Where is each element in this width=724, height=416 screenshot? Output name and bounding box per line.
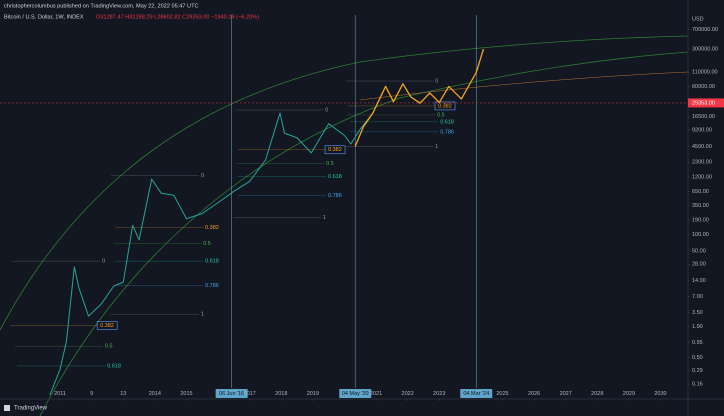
fib-box bbox=[434, 101, 456, 111]
y-tick-label: 3.50 bbox=[692, 310, 703, 316]
fib-label: 0.786 bbox=[328, 193, 342, 199]
publisher: christophercolumbus published on Trading… bbox=[4, 3, 199, 9]
y-tick-label: 50.00 bbox=[692, 248, 706, 254]
y-unit: USD bbox=[692, 16, 704, 22]
fib-label: 1 bbox=[323, 215, 326, 221]
x-tick-label: 06 Jun '16 bbox=[219, 391, 244, 397]
upper-curve bbox=[0, 35, 689, 331]
fib-label: 0.382 bbox=[205, 225, 219, 231]
fib-label: 0.618 bbox=[440, 119, 454, 125]
fib-label: 0 bbox=[201, 173, 204, 179]
fib-label: 0.382 bbox=[438, 103, 452, 109]
y-tick-label: 110000.00 bbox=[692, 70, 718, 76]
fib-label: 0.618 bbox=[107, 363, 121, 369]
y-tick-label: 190.00 bbox=[692, 217, 709, 223]
brand: TradingView bbox=[14, 406, 48, 412]
x-tick-label: 2019 bbox=[307, 391, 319, 397]
lower-curve bbox=[39, 51, 689, 416]
x-tick-label: 2017 bbox=[244, 391, 256, 397]
y-tick-label: 1.90 bbox=[692, 324, 703, 330]
x-tick-label: 2015 bbox=[180, 391, 192, 397]
fib-label: 1 bbox=[201, 312, 204, 318]
y-tick-label: 4500.00 bbox=[692, 144, 712, 150]
x-tick-label: 9 bbox=[90, 391, 93, 397]
fib-label: 0.618 bbox=[328, 174, 342, 180]
ohlc: O31287.47 H31288.29 L28602.82 C29353.00 … bbox=[96, 14, 259, 20]
brand-logo bbox=[4, 405, 10, 411]
date-marker-box bbox=[215, 389, 248, 398]
x-tick-label: 2027 bbox=[560, 391, 572, 397]
x-tick-label: 2030 bbox=[654, 391, 666, 397]
x-tick-label: 04 May '20 bbox=[342, 391, 369, 397]
y-tick-label: 0.50 bbox=[692, 355, 703, 361]
y-tick-label: 1200.00 bbox=[692, 175, 712, 181]
x-tick-label: 2021 bbox=[370, 391, 382, 397]
x-tick-label: 2022 bbox=[402, 391, 414, 397]
y-tick-label: 14.00 bbox=[692, 278, 706, 284]
y-tick-label: 300000.00 bbox=[692, 46, 718, 52]
date-marker-box bbox=[460, 389, 493, 398]
x-tick-label: 2014 bbox=[149, 391, 161, 397]
symbol-title: Bitcoin / U.S. Dollar, 1W, INDEX bbox=[4, 14, 84, 20]
last-price-tag bbox=[688, 98, 724, 108]
fib-label: 0.382 bbox=[100, 323, 114, 329]
fib-label: 0.786 bbox=[205, 283, 219, 289]
fib-label: 0.5 bbox=[203, 241, 211, 247]
fib-label: 0 bbox=[435, 78, 438, 84]
x-tick-label: 2029 bbox=[623, 391, 635, 397]
y-tick-label: 0.29 bbox=[692, 368, 703, 374]
x-tick-label: 2018 bbox=[275, 391, 287, 397]
x-tick-label: 2011 bbox=[54, 391, 66, 397]
fib-label: 1 bbox=[435, 144, 438, 150]
x-tick-label: 2025 bbox=[496, 391, 508, 397]
x-tick-label: 2026 bbox=[528, 391, 540, 397]
fib-label: 0.5 bbox=[437, 112, 445, 118]
price-line bbox=[354, 48, 485, 147]
fib-label: 0.382 bbox=[328, 147, 342, 153]
x-tick-label: 13 bbox=[120, 391, 126, 397]
y-tick-label: 16500.00 bbox=[692, 114, 715, 120]
y-tick-label: 2300.00 bbox=[692, 159, 712, 165]
fib-label: 0 bbox=[102, 259, 105, 265]
y-tick-label: 0.16 bbox=[692, 382, 703, 388]
fib-box bbox=[324, 145, 346, 155]
date-marker-box bbox=[339, 389, 372, 398]
fib-label: 0.5 bbox=[105, 344, 113, 350]
fib-label: 0 bbox=[325, 107, 328, 113]
y-tick-label: 650.00 bbox=[692, 189, 709, 195]
y-tick-label: 700000.00 bbox=[692, 27, 718, 33]
y-tick-label: 7.00 bbox=[692, 294, 703, 300]
fib-label: 0.786 bbox=[440, 129, 454, 135]
last-price-label: 29353.00 bbox=[692, 100, 715, 106]
y-tick-label: 60000.00 bbox=[692, 84, 715, 90]
y-tick-label: 28.00 bbox=[692, 262, 706, 268]
x-tick-label: 2028 bbox=[591, 391, 603, 397]
x-tick-label: 04 Mar '24 bbox=[463, 391, 489, 397]
fib-label: 0.618 bbox=[205, 259, 219, 265]
fib-box bbox=[96, 321, 118, 330]
y-tick-label: 350.00 bbox=[692, 203, 709, 209]
mid-curve bbox=[359, 71, 689, 101]
y-tick-label: 9200.00 bbox=[692, 127, 712, 133]
y-tick-label: 0.95 bbox=[692, 340, 703, 346]
fib-label: 0.5 bbox=[326, 161, 334, 167]
x-tick-label: 2023 bbox=[433, 391, 445, 397]
y-tick-label: 100.00 bbox=[692, 232, 709, 238]
